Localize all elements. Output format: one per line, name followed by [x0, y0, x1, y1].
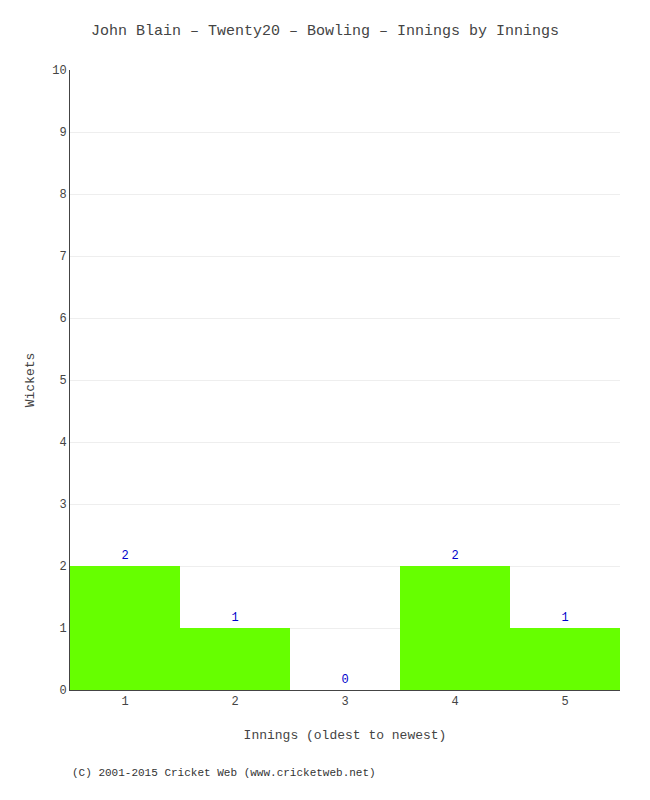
svg-text:10: 10 [52, 64, 66, 78]
svg-text:0: 0 [341, 673, 348, 687]
svg-text:John Blain – Twenty20 – Bowlin: John Blain – Twenty20 – Bowling – Inning… [91, 23, 559, 40]
svg-text:9: 9 [59, 126, 66, 140]
svg-text:3: 3 [341, 695, 348, 709]
svg-text:1: 1 [59, 622, 66, 636]
svg-text:0: 0 [59, 684, 66, 698]
svg-text:4: 4 [451, 695, 458, 709]
svg-text:(C) 2001-2015 Cricket Web (www: (C) 2001-2015 Cricket Web (www.cricketwe… [72, 767, 376, 779]
svg-text:2: 2 [451, 549, 458, 563]
svg-text:5: 5 [59, 374, 66, 388]
svg-text:Innings (oldest to newest): Innings (oldest to newest) [244, 728, 447, 743]
svg-text:2: 2 [59, 560, 66, 574]
svg-text:5: 5 [561, 695, 568, 709]
svg-text:2: 2 [121, 549, 128, 563]
svg-text:1: 1 [121, 695, 128, 709]
svg-text:4: 4 [59, 436, 66, 450]
svg-text:8: 8 [59, 188, 66, 202]
svg-text:6: 6 [59, 312, 66, 326]
svg-text:7: 7 [59, 250, 66, 264]
svg-text:1: 1 [561, 611, 568, 625]
svg-text:2: 2 [231, 695, 238, 709]
svg-text:3: 3 [59, 498, 66, 512]
svg-text:1: 1 [231, 611, 238, 625]
svg-text:Wickets: Wickets [23, 353, 38, 408]
